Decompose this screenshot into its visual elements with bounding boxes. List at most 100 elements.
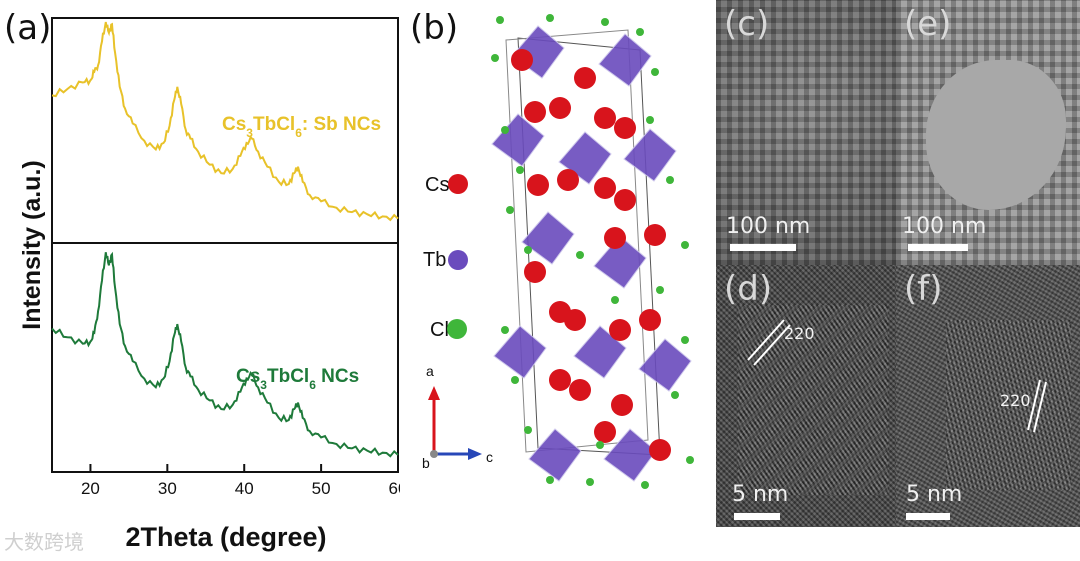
xrd-xtick-label-3: 50	[312, 479, 331, 498]
cl-atom-18	[511, 376, 519, 384]
cs-atom-12	[604, 227, 626, 249]
legend-cs-icon	[448, 174, 468, 194]
cl-atom-14	[656, 286, 664, 294]
cs-atom-16	[639, 309, 661, 331]
xrd-series-line-0	[51, 21, 399, 222]
cl-atom-0	[496, 16, 504, 24]
cl-atom-1	[546, 14, 554, 22]
xrd-xtick-label-0: 20	[81, 479, 100, 498]
tem-panel-f: (f) 220 5 nm	[896, 265, 1080, 527]
legend-tb-icon	[448, 250, 468, 270]
tem-panel-d: (d) 220 5 nm	[716, 265, 896, 527]
xrd-xtick-label-1: 30	[158, 479, 177, 498]
cs-atom-2	[524, 101, 546, 123]
cs-atom-3	[549, 97, 571, 119]
cs-atom-7	[557, 169, 579, 191]
xrd-series-line-1	[51, 251, 399, 458]
scale-label-e: 100 nm	[902, 214, 987, 239]
scale-label-d: 5 nm	[732, 482, 789, 507]
panel-label-d: (d)	[724, 269, 773, 309]
scale-bar-f	[906, 513, 950, 520]
octahedron-5	[521, 211, 575, 265]
panel-label-e: (e)	[904, 4, 952, 44]
cl-atom-17	[681, 336, 689, 344]
cs-atom-9	[614, 189, 636, 211]
scale-label-c: 100 nm	[726, 214, 811, 239]
tem-panel-c: (c) 100 nm	[716, 0, 896, 265]
cl-atom-10	[506, 206, 514, 214]
cl-atom-11	[681, 241, 689, 249]
cs-atom-8	[594, 177, 616, 199]
cl-atom-21	[596, 441, 604, 449]
cl-atom-15	[501, 326, 509, 334]
panel-label-a: (a)	[4, 8, 52, 48]
axis-label-c: c	[486, 449, 493, 465]
legend-label-cs: Cs	[425, 174, 449, 196]
scale-bar-d	[734, 513, 780, 520]
cs-atom-11	[524, 261, 546, 283]
cs-atom-21	[649, 439, 671, 461]
xrd-xtick-label-4: 60	[389, 479, 400, 498]
octahedron-11	[603, 428, 657, 482]
xrd-ticks-group: 20 30 40 50 60	[81, 464, 400, 498]
cl-atom-12	[524, 246, 532, 254]
octahedron-7	[493, 325, 547, 379]
lattice-lines-d	[747, 319, 791, 366]
cl-atom-2	[601, 18, 609, 26]
cs-atom-15	[609, 319, 631, 341]
axis-label-a: a	[426, 363, 434, 379]
legend-cl-icon	[447, 319, 467, 339]
cl-atom-24	[641, 481, 649, 489]
xrd-xlabel: 2Theta (degree)	[125, 522, 326, 552]
cl-atom-25	[586, 478, 594, 486]
cl-atom-5	[651, 68, 659, 76]
cl-atom-3	[636, 28, 644, 36]
panel-label-f: (f)	[904, 269, 943, 309]
lattice-lines-f	[1027, 379, 1047, 433]
xrd-ylabel: Intensity (a.u.)	[18, 160, 46, 329]
xrd-plot-frame	[51, 17, 399, 473]
cl-atom-8	[516, 166, 524, 174]
cl-atom-9	[666, 176, 674, 184]
cs-atom-17	[549, 369, 571, 391]
scale-label-f: 5 nm	[906, 482, 963, 507]
cl-atom-4	[491, 54, 499, 62]
xrd-series-group	[51, 21, 399, 458]
tbcl6-octahedra	[491, 25, 692, 482]
atoms	[491, 14, 694, 489]
cs-atom-1	[574, 67, 596, 89]
legend: Cs Tb Cl	[423, 174, 468, 341]
cl-atom-22	[546, 476, 554, 484]
cl-atom-7	[646, 116, 654, 124]
cs-atom-4	[594, 107, 616, 129]
xrd-xtick-label-2: 40	[235, 479, 254, 498]
cs-atom-18	[569, 379, 591, 401]
panel-label-c: (c)	[724, 4, 770, 44]
cs-atom-20	[594, 421, 616, 443]
cl-atom-13	[576, 251, 584, 259]
xrd-chart: 20 30 40 50 60 Intensity (a.u.) 2Theta (degr…	[18, 17, 400, 552]
octahedron-9	[638, 338, 692, 392]
crystal-structure: Cs Tb Cl a b c	[422, 14, 694, 489]
axis-label-b: b	[422, 455, 430, 471]
octahedron-6	[593, 235, 647, 289]
watermark: 大数跨境	[4, 532, 84, 554]
scale-bar-e	[908, 244, 968, 251]
d-spacing-label-d: 220	[784, 324, 815, 343]
tem-panel-e: (e) 100 nm	[896, 0, 1080, 265]
cs-atom-14	[564, 309, 586, 331]
cl-atom-16	[611, 296, 619, 304]
cs-atom-6	[527, 174, 549, 196]
octahedron-10	[528, 428, 582, 482]
cs-atom-19	[611, 394, 633, 416]
octahedron-4	[623, 128, 677, 182]
series-label-pure: Cs3TbCl6 NCs	[236, 366, 359, 392]
cs-atom-10	[644, 224, 666, 246]
panel-label-b: (b)	[410, 8, 459, 48]
cs-atom-5	[614, 117, 636, 139]
scale-bar-c	[730, 244, 796, 251]
legend-label-cl: Cl	[430, 319, 449, 341]
octahedron-1	[598, 33, 652, 87]
crystal-axes: a b c	[422, 363, 493, 471]
cs-atom-0	[511, 49, 533, 71]
